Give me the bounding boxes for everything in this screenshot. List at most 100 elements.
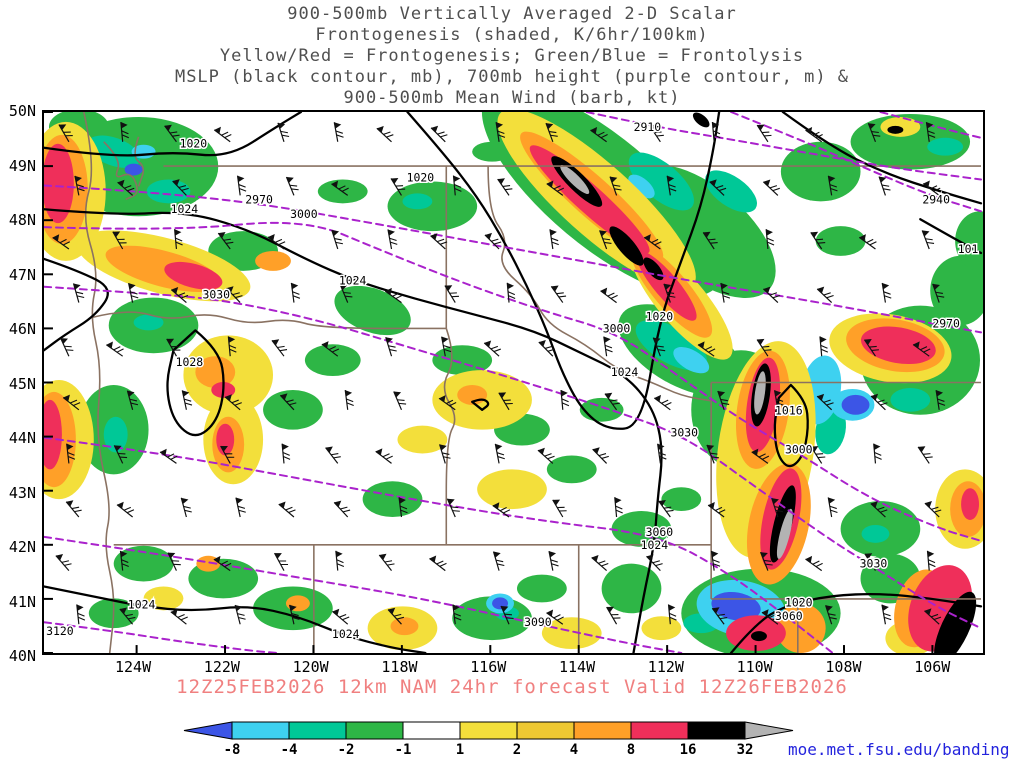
contour-label: 1016	[775, 404, 803, 418]
lat-label: 49N	[8, 156, 36, 175]
wind-barb	[60, 337, 74, 357]
wind-barb	[159, 448, 178, 464]
wind-barb	[267, 233, 286, 250]
wind-barb	[917, 446, 933, 464]
contour-label: 1024	[339, 274, 367, 288]
wind-barb	[863, 338, 879, 357]
wind-barb	[344, 390, 354, 410]
contour-label: 3000	[785, 442, 813, 456]
wind-barb	[58, 124, 73, 143]
wind-barb	[592, 447, 609, 464]
lon-label: 110W	[736, 658, 773, 676]
wind-barb	[805, 555, 823, 572]
wind-barb	[62, 394, 81, 411]
wind-barb	[550, 285, 567, 303]
wind-barb	[870, 393, 888, 411]
wind-barb	[387, 607, 405, 625]
wind-barb	[870, 501, 888, 518]
wind-barb	[609, 176, 622, 196]
wind-barb	[439, 444, 451, 464]
map-frame: 1020 1020 2910 2970 3000 1024 2940 101 3030 1024 3…	[42, 110, 985, 655]
wind-barb	[500, 605, 514, 625]
wind-barb	[289, 604, 300, 625]
wind-barb	[707, 502, 726, 518]
wind-barb	[648, 124, 664, 143]
wind-barb	[236, 175, 247, 196]
wind-barb	[332, 608, 350, 625]
wind-barb	[546, 180, 565, 196]
wind-barb	[128, 283, 139, 303]
colorbar-tick-label: -4	[281, 742, 298, 758]
lon-label: 122W	[203, 658, 240, 676]
contour-label: 1024	[128, 597, 156, 611]
wind-barb	[604, 392, 620, 411]
wind-barb	[335, 550, 345, 571]
wind-barb	[384, 287, 403, 304]
wind-barb	[429, 555, 447, 572]
wind-barb	[66, 443, 76, 464]
colorbar-tick-label: 16	[680, 742, 697, 758]
wind-barb	[765, 229, 775, 250]
credit-link[interactable]: moe.met.fsu.edu/banding	[788, 740, 1010, 759]
wind-barb	[921, 230, 935, 250]
wind-barb	[170, 287, 189, 304]
lon-label: 114W	[559, 658, 596, 676]
wind-barb	[170, 608, 188, 625]
wind-barb	[912, 341, 931, 357]
wind-barb	[590, 126, 608, 143]
wind-barb	[495, 122, 506, 142]
lon-label: 106W	[914, 658, 951, 676]
wind-barb	[452, 604, 462, 625]
wind-barb	[452, 175, 462, 196]
wind-barb	[52, 234, 71, 250]
wind-barb	[756, 124, 772, 143]
contour-label: 1020	[785, 595, 813, 609]
contour-label: 3030	[202, 288, 230, 302]
colorbar-tick-label: 4	[570, 742, 578, 758]
wind-barb	[506, 282, 516, 303]
wind-barb	[805, 126, 823, 143]
wind-barb	[925, 122, 936, 142]
lat-label: 48N	[8, 211, 36, 229]
wind-barb	[72, 283, 85, 303]
wind-barb	[816, 393, 834, 411]
wind-barb	[653, 394, 672, 411]
wind-barb	[537, 447, 555, 464]
contour-label: 3090	[524, 615, 552, 629]
wind-barb	[174, 229, 183, 250]
wind-barb	[697, 341, 716, 357]
wind-barb	[333, 500, 351, 518]
title-line-1: 900-500mb Vertically Averaged 2-D Scalar	[287, 4, 737, 24]
wind-barb	[167, 552, 181, 571]
lat-label: 41N	[8, 592, 36, 611]
wind-barb	[548, 551, 559, 571]
wind-barb	[126, 390, 139, 410]
wind-barb	[666, 175, 677, 196]
wind-barb	[711, 607, 728, 625]
wind-barb	[120, 121, 130, 142]
wind-barb	[819, 336, 829, 357]
colorbar-tick-label: 2	[513, 742, 521, 758]
wind-barb	[706, 444, 719, 464]
wind-barb	[867, 123, 881, 142]
wind-barb	[290, 282, 301, 303]
colorbar-tick-label: 32	[737, 742, 754, 758]
wind-barb	[560, 389, 570, 410]
wind-barb	[492, 502, 511, 518]
wind-barb	[545, 122, 558, 142]
wind-barb	[172, 179, 189, 196]
wind-barb	[756, 338, 772, 357]
wind-barb	[55, 554, 72, 571]
wind-barb	[483, 340, 501, 357]
contour-label: 2910	[634, 120, 662, 134]
wind-barb	[226, 286, 243, 304]
contour-label: 101	[958, 242, 979, 256]
wind-barb	[810, 446, 826, 464]
wind-barb	[717, 390, 730, 410]
wind-barb	[922, 180, 941, 196]
wind-barb	[227, 336, 237, 357]
colorbar-tick-label: 1	[456, 742, 464, 758]
wind-barb	[552, 499, 567, 518]
wind-barb	[702, 231, 718, 250]
